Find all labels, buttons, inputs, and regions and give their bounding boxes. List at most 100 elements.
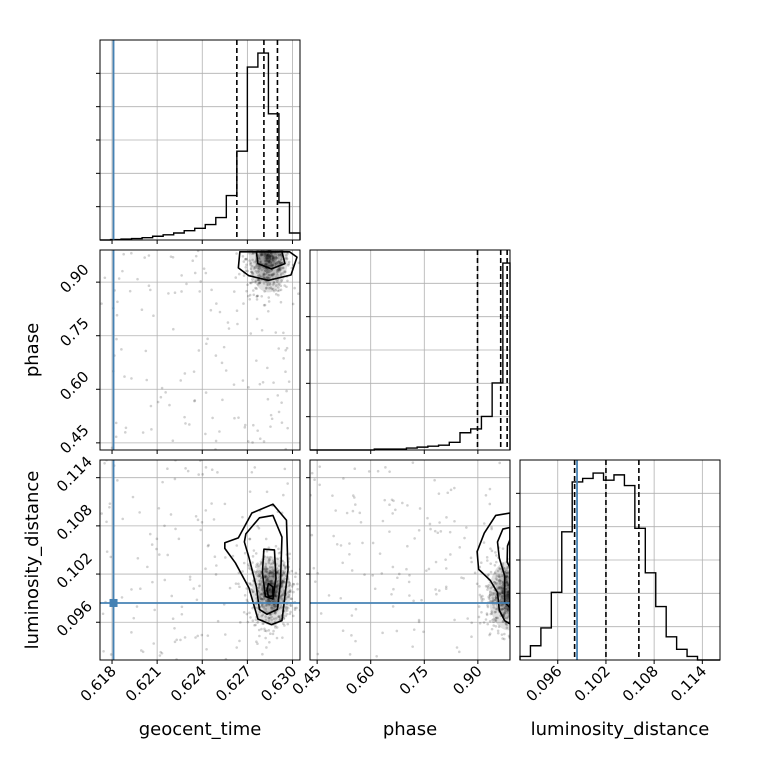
sample-point bbox=[258, 267, 261, 270]
sample-point bbox=[256, 242, 259, 245]
sample-point bbox=[271, 213, 274, 216]
sample-point bbox=[506, 593, 509, 597]
sample-point bbox=[381, 519, 385, 523]
sample-point bbox=[490, 525, 493, 529]
sample-point bbox=[124, 426, 128, 430]
sample-point bbox=[417, 528, 421, 532]
sample-point bbox=[287, 580, 291, 584]
sample-point bbox=[199, 280, 203, 283]
hist-panel-geocent_time bbox=[96, 39, 301, 244]
sample-point bbox=[453, 486, 456, 490]
sample-point bbox=[265, 603, 269, 607]
sample-point bbox=[513, 593, 516, 596]
sample-point bbox=[277, 293, 280, 297]
sample-point bbox=[514, 600, 517, 603]
sample-point bbox=[489, 562, 493, 565]
sample-point bbox=[270, 273, 274, 276]
sample-point bbox=[260, 253, 263, 257]
sample-point bbox=[250, 583, 253, 587]
sample-point bbox=[512, 596, 515, 599]
sample-point bbox=[278, 261, 282, 265]
sample-point bbox=[520, 577, 523, 580]
sample-point bbox=[515, 587, 518, 590]
sample-point bbox=[205, 648, 208, 651]
sample-point bbox=[235, 309, 239, 313]
sample-point bbox=[261, 613, 265, 617]
sample-point bbox=[257, 256, 261, 259]
sample-point bbox=[243, 423, 247, 427]
sample-point bbox=[278, 615, 281, 619]
sample-point bbox=[265, 286, 268, 290]
sample-point bbox=[501, 598, 505, 601]
sample-point bbox=[408, 573, 411, 577]
sample-point bbox=[463, 536, 466, 540]
sample-point bbox=[285, 257, 289, 261]
sample-point bbox=[269, 246, 272, 249]
sample-point bbox=[250, 278, 254, 281]
luminosity_distance_vs_geocent_time-yticklabel-2: 0.108 bbox=[53, 501, 96, 544]
sample-point bbox=[250, 270, 254, 274]
sample-point bbox=[504, 569, 507, 573]
sample-point bbox=[490, 612, 494, 615]
sample-point bbox=[260, 252, 264, 256]
sample-point bbox=[180, 274, 183, 277]
sample-point bbox=[289, 590, 292, 594]
sample-point bbox=[275, 256, 278, 259]
sample-point bbox=[270, 615, 273, 619]
sample-point bbox=[429, 527, 432, 531]
sample-point bbox=[351, 494, 355, 497]
sample-point bbox=[517, 582, 520, 585]
sample-point bbox=[500, 585, 503, 588]
sample-point bbox=[512, 605, 515, 608]
sample-point bbox=[263, 627, 266, 631]
sample-point bbox=[284, 241, 287, 244]
sample-point bbox=[248, 293, 252, 297]
sample-point bbox=[275, 595, 279, 598]
sample-point bbox=[121, 269, 124, 273]
sample-point bbox=[511, 597, 514, 600]
sample-point bbox=[254, 233, 257, 236]
sample-point bbox=[265, 570, 268, 574]
sample-point bbox=[506, 581, 510, 585]
sample-point bbox=[480, 599, 484, 603]
sample-point bbox=[252, 293, 256, 297]
sample-point bbox=[281, 593, 285, 597]
sample-point bbox=[318, 465, 322, 468]
sample-point bbox=[245, 257, 248, 261]
sample-point bbox=[258, 216, 261, 219]
sample-point bbox=[492, 620, 495, 624]
sample-point bbox=[513, 588, 516, 591]
sample-point bbox=[270, 600, 273, 603]
sample-point bbox=[260, 627, 263, 631]
sample-point bbox=[268, 565, 272, 569]
sample-point bbox=[259, 222, 262, 225]
sample-point bbox=[276, 579, 280, 583]
sample-point bbox=[530, 598, 533, 601]
sample-point bbox=[267, 575, 270, 578]
sample-point bbox=[249, 246, 252, 249]
sample-point bbox=[271, 562, 274, 565]
sample-point bbox=[279, 261, 283, 265]
sample-point bbox=[272, 571, 276, 575]
sample-point bbox=[146, 565, 149, 569]
sample-point bbox=[479, 595, 483, 599]
sample-point bbox=[275, 586, 279, 590]
sample-point bbox=[265, 254, 269, 257]
sample-point bbox=[527, 593, 530, 596]
sample-point bbox=[258, 245, 261, 248]
sample-point bbox=[252, 549, 256, 552]
sample-point bbox=[285, 346, 289, 350]
sample-point bbox=[501, 581, 505, 584]
sample-point bbox=[413, 537, 416, 540]
sample-point bbox=[486, 559, 489, 562]
sample-point bbox=[271, 242, 274, 245]
sample-point bbox=[428, 522, 432, 526]
sample-point bbox=[264, 259, 267, 263]
sample-point bbox=[527, 568, 530, 571]
sample-point bbox=[511, 612, 514, 615]
sample-point bbox=[498, 582, 502, 585]
sample-point bbox=[246, 269, 249, 273]
sample-point bbox=[261, 593, 264, 596]
sample-point bbox=[267, 273, 271, 277]
sample-point bbox=[263, 568, 267, 572]
